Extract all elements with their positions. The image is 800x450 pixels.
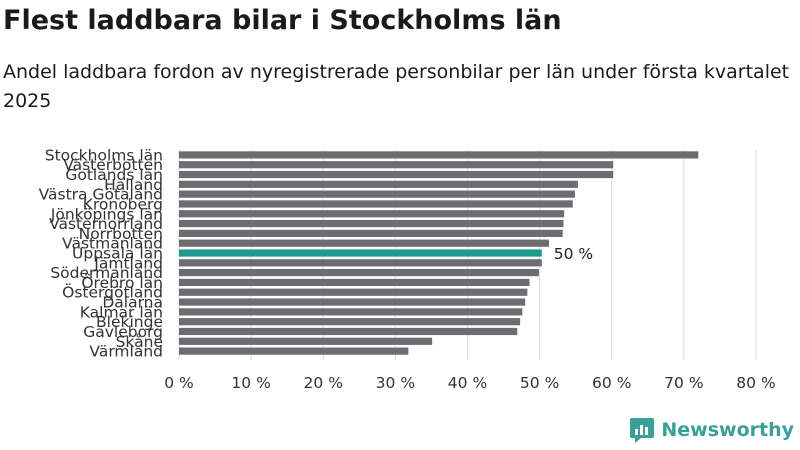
- category-label: Västmanland: [62, 235, 163, 253]
- bar: [179, 337, 433, 345]
- x-tick-label: 10 %: [231, 374, 270, 392]
- category-label: Västernorrland: [49, 215, 163, 233]
- category-label: Skåne: [116, 333, 163, 351]
- category-label: Västerbotten: [63, 156, 163, 174]
- category-label: Kalmar län: [80, 303, 163, 321]
- category-label: Södermanland: [50, 264, 163, 282]
- category-label: Örebro län: [81, 273, 163, 292]
- brand-logo: Newsworthy: [629, 416, 794, 444]
- bar: [179, 210, 565, 218]
- category-label: Jämtland: [93, 254, 163, 272]
- bar: [179, 219, 564, 228]
- bar: [179, 200, 573, 208]
- bar: [179, 239, 549, 247]
- category-label: Värmland: [89, 343, 163, 361]
- brand-name: Newsworthy: [661, 419, 794, 441]
- bar: [179, 170, 614, 179]
- category-label: Halland: [104, 176, 163, 194]
- x-tick-label: 80 %: [736, 374, 775, 392]
- x-tick-label: 50 %: [520, 374, 559, 392]
- bar: [179, 347, 409, 355]
- category-label: Norrbotten: [79, 225, 163, 243]
- x-tick-label: 20 %: [304, 374, 343, 392]
- category-label: Jönköpings län: [50, 205, 163, 223]
- category-label: Östergötland: [62, 283, 163, 302]
- bar: [179, 298, 526, 306]
- x-tick-label: 60 %: [592, 374, 631, 392]
- bar: [179, 190, 575, 198]
- bar: [179, 229, 563, 237]
- category-label: Gävleborg: [83, 323, 163, 341]
- x-tick-label: 30 %: [376, 374, 415, 392]
- bar: [179, 180, 578, 188]
- bar: [179, 308, 523, 316]
- x-tick-label: 40 %: [448, 374, 487, 392]
- category-label: Blekinge: [96, 313, 163, 331]
- bar: [179, 249, 542, 257]
- category-label: Gotlands län: [65, 166, 163, 184]
- bar: [179, 288, 528, 296]
- page-subtitle: Andel laddbara fordon av nyregistrerade …: [3, 61, 790, 112]
- x-tick-label: 0 %: [164, 374, 194, 392]
- bar: [179, 161, 614, 169]
- bar: [179, 278, 530, 287]
- category-label: Stockholms län: [45, 146, 163, 164]
- highlight-data-label: 50 %: [554, 245, 593, 263]
- page-title: Flest laddbara bilar i Stockholms län: [3, 5, 562, 36]
- bar: [179, 318, 521, 326]
- bar: [179, 259, 542, 267]
- x-tick-label: 70 %: [664, 374, 703, 392]
- category-label: Kronoberg: [83, 195, 163, 213]
- bar: [179, 327, 518, 336]
- category-label: Västra Götaland: [39, 186, 163, 204]
- bar: [179, 151, 699, 159]
- category-label: Uppsala län: [72, 245, 163, 263]
- bar: [179, 269, 539, 277]
- newsworthy-logo-icon: [630, 418, 655, 443]
- category-label: Dalarna: [102, 294, 163, 312]
